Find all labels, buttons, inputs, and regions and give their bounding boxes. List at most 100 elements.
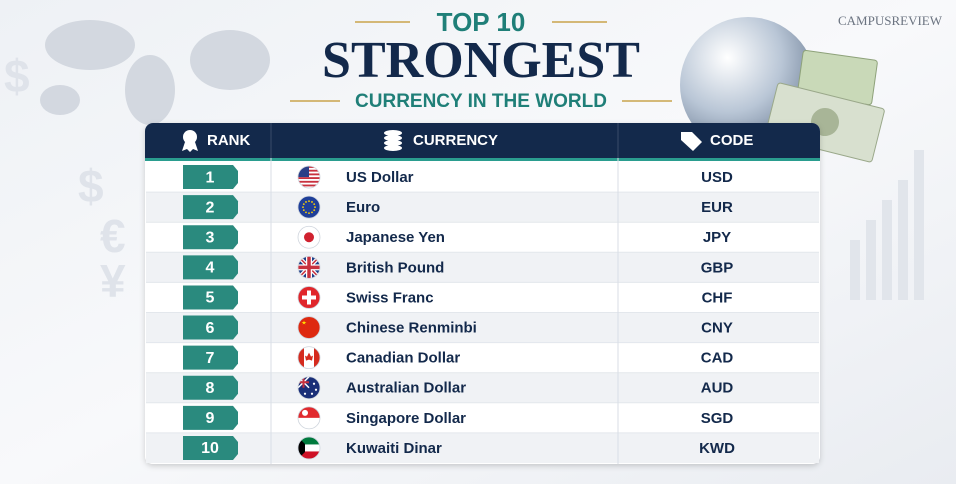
flag-part (310, 392, 314, 395)
currency-name: Singapore Dollar (346, 410, 466, 427)
flag-part (302, 409, 308, 416)
flag (298, 166, 320, 189)
flag-part (305, 211, 307, 214)
flag-rim (297, 255, 321, 279)
currency-code: GBP (701, 259, 734, 276)
flag-rim (297, 195, 321, 219)
flag-part (298, 177, 320, 179)
column-header: CODE (710, 132, 753, 149)
flag-part (302, 209, 305, 212)
bar-decor (850, 150, 924, 300)
flag-rim (297, 286, 321, 309)
flag (298, 346, 320, 369)
row-stripe (146, 252, 819, 283)
row-stripe (146, 372, 819, 403)
decor: $ (78, 160, 104, 212)
flag (298, 226, 320, 249)
flag-rim (297, 406, 321, 430)
rank-badge (183, 165, 238, 190)
rank-badge (183, 405, 238, 430)
currency-code: AUD (701, 380, 734, 397)
flag-part (303, 392, 307, 395)
decor: € (100, 210, 126, 262)
world-map-decor (40, 20, 270, 125)
rank-number: 6 (206, 320, 215, 337)
decor: $ (4, 50, 30, 102)
row-stripe (146, 432, 819, 463)
flag-part (298, 436, 320, 445)
flag-part (301, 320, 307, 325)
flag-part (298, 166, 309, 178)
column-header: RANK (207, 132, 250, 149)
brand: CAMPUSREVIEW (838, 13, 943, 28)
flag-part (298, 406, 320, 418)
flag-part (314, 346, 320, 369)
flag (298, 406, 320, 429)
rank-number: 1 (206, 169, 215, 186)
rank-number: 10 (201, 440, 219, 457)
flag-part (298, 196, 320, 219)
currency-code: USD (701, 169, 733, 186)
rank-badge (183, 435, 238, 460)
currency-code: SGD (701, 410, 734, 427)
flag-rim (297, 346, 321, 370)
flag-part (302, 203, 305, 206)
flag-part (298, 184, 320, 187)
flag-part (305, 201, 307, 203)
flag-part (302, 206, 304, 209)
flag-part (314, 388, 318, 391)
rank-number: 9 (206, 410, 215, 427)
flag-part (302, 290, 316, 305)
currency-symbol-decor: $ $ € ¥ (4, 50, 126, 307)
flag-part (311, 201, 313, 203)
rank-number: 7 (206, 350, 215, 367)
currency-name: Japanese Yen (346, 229, 445, 246)
flag-part (308, 212, 310, 215)
title: STRONGEST (322, 32, 640, 89)
flag-part (298, 451, 320, 459)
currency-name: US Dollar (346, 169, 414, 186)
flag-rim (297, 376, 321, 400)
rank-badge (183, 345, 238, 370)
table-body: 1 US Dollar USD 2 Euro EUR 3 Japanese Yen JPY 4 Br… (146, 165, 819, 463)
flag-part (313, 209, 316, 212)
flag-part (314, 206, 316, 209)
header-rule (145, 158, 820, 161)
rank-number: 2 (206, 199, 215, 216)
rank-badge (183, 255, 238, 280)
flag (298, 316, 320, 339)
rank-number: 4 (206, 260, 215, 277)
subtitle: CURRENCY IN THE WORLD (355, 91, 607, 112)
rank-icon (182, 130, 198, 152)
row-stripe (146, 312, 819, 343)
currency-name: Swiss Franc (346, 289, 434, 306)
currency-name: Canadian Dollar (346, 350, 460, 367)
row-stripe (146, 192, 819, 223)
rank-badge (183, 225, 238, 250)
flag (298, 196, 320, 219)
flag-rim (297, 316, 321, 339)
currency-icon (384, 130, 402, 151)
table-header (145, 123, 820, 158)
flag (298, 286, 320, 309)
currency-code: EUR (701, 199, 733, 216)
flag-rim (297, 165, 321, 189)
currency-code: CAD (701, 350, 734, 367)
currency-code: JPY (703, 229, 731, 246)
flag-part (298, 346, 304, 369)
flag (298, 256, 320, 279)
rank-number: 5 (206, 290, 215, 307)
rank-badge (183, 375, 238, 400)
flag-part (298, 180, 320, 183)
currency-name: Australian Dollar (346, 380, 466, 397)
rank-badge (183, 285, 238, 310)
flag-part (312, 382, 316, 385)
flag-part (308, 200, 310, 203)
rank-number: 8 (206, 380, 215, 397)
currency-code: KWD (699, 440, 735, 457)
flag-part (298, 256, 320, 279)
rank-badge (183, 195, 238, 220)
flag-rim (297, 436, 321, 460)
flag-part (304, 232, 314, 243)
rank-badge (183, 315, 238, 340)
